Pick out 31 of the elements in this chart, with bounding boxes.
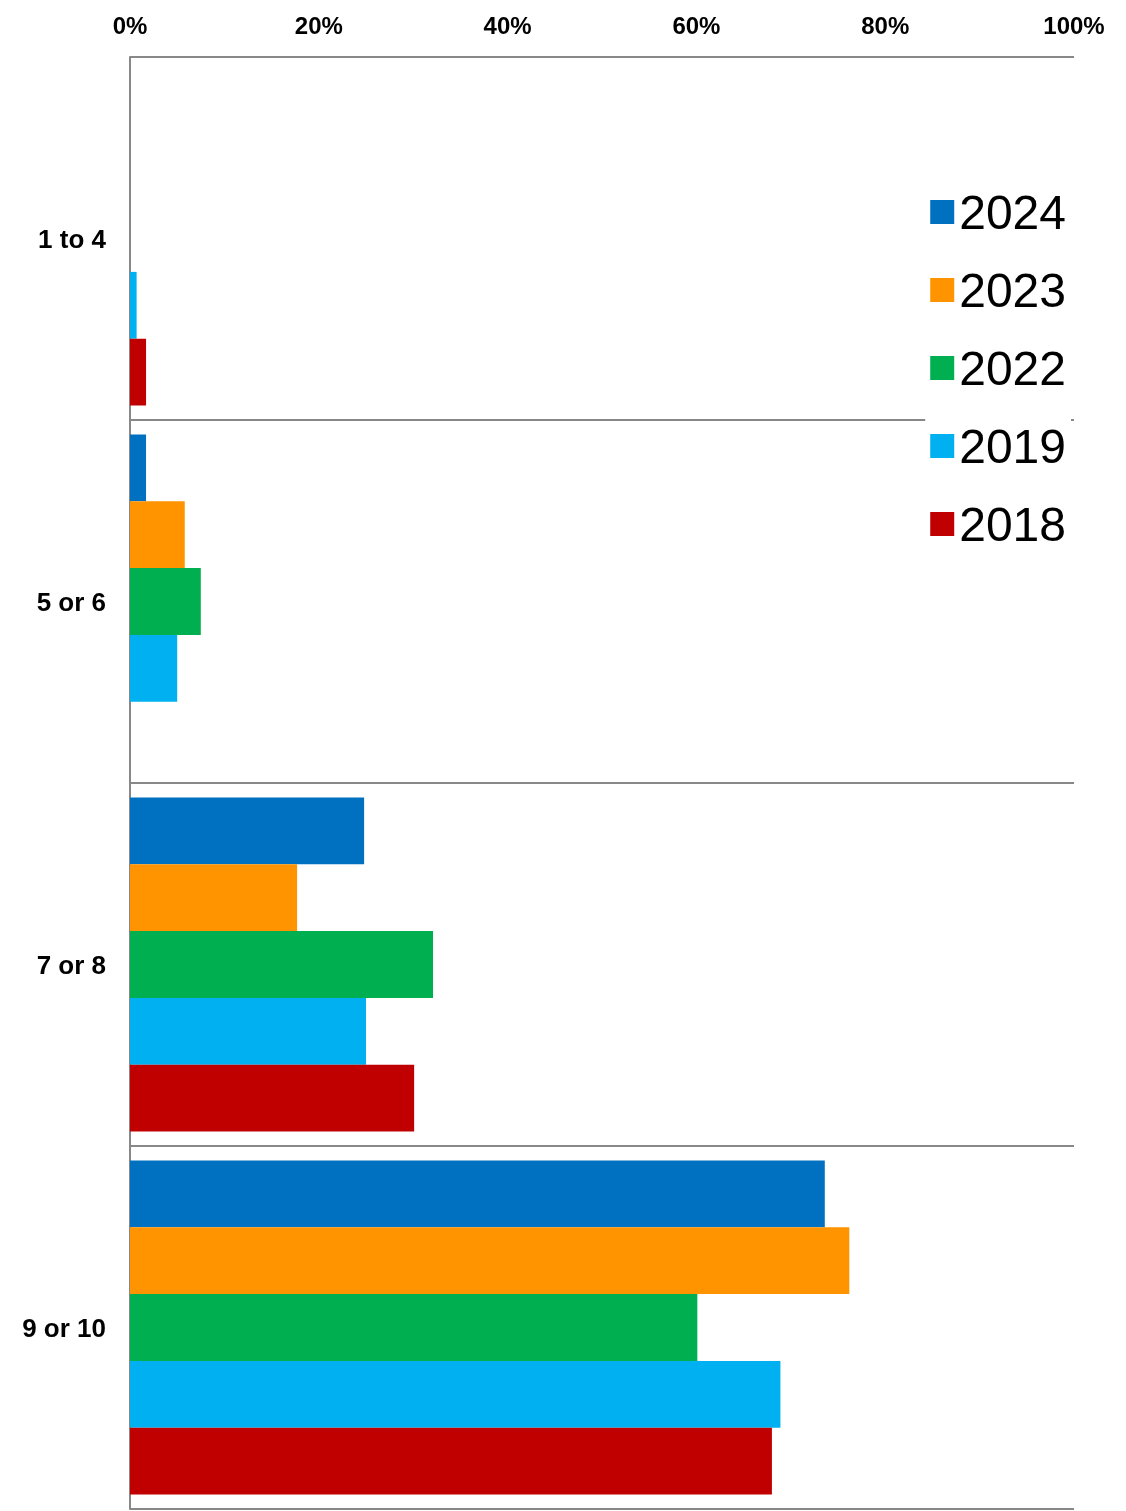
legend-label: 2024: [959, 185, 1066, 239]
y-tick-label: 5 or 6: [36, 586, 106, 617]
x-tick-label: 100%: [1043, 11, 1105, 39]
x-tick-label: 80%: [861, 11, 910, 39]
y-tick-label: 9 or 10: [22, 1312, 106, 1343]
legend-label: 2018: [959, 497, 1066, 551]
bar: [130, 434, 147, 502]
legend-label: 2019: [959, 419, 1066, 473]
bar: [130, 997, 366, 1065]
legend-label: 2023: [959, 263, 1066, 317]
bar: [130, 568, 201, 635]
bar: [130, 1427, 772, 1495]
bar: [130, 1160, 825, 1228]
bar: [130, 797, 365, 865]
x-tick-label: 0%: [112, 11, 148, 39]
bar: [130, 864, 298, 932]
bar: [130, 1294, 698, 1361]
x-tick-label: 40%: [483, 11, 532, 39]
bar: [130, 501, 185, 569]
legend-label: 2022: [959, 341, 1066, 395]
bar: [130, 1064, 415, 1132]
bar: [130, 634, 178, 702]
bar: [130, 1227, 850, 1295]
y-tick-label: 7 or 8: [36, 949, 106, 980]
x-tick-label: 20%: [294, 11, 343, 39]
y-tick-label: 1 to 4: [38, 223, 107, 254]
bar: [130, 338, 147, 406]
x-tick-label: 60%: [672, 11, 721, 39]
bar: [130, 271, 137, 339]
bar: [130, 1360, 781, 1428]
bar: [130, 931, 434, 998]
